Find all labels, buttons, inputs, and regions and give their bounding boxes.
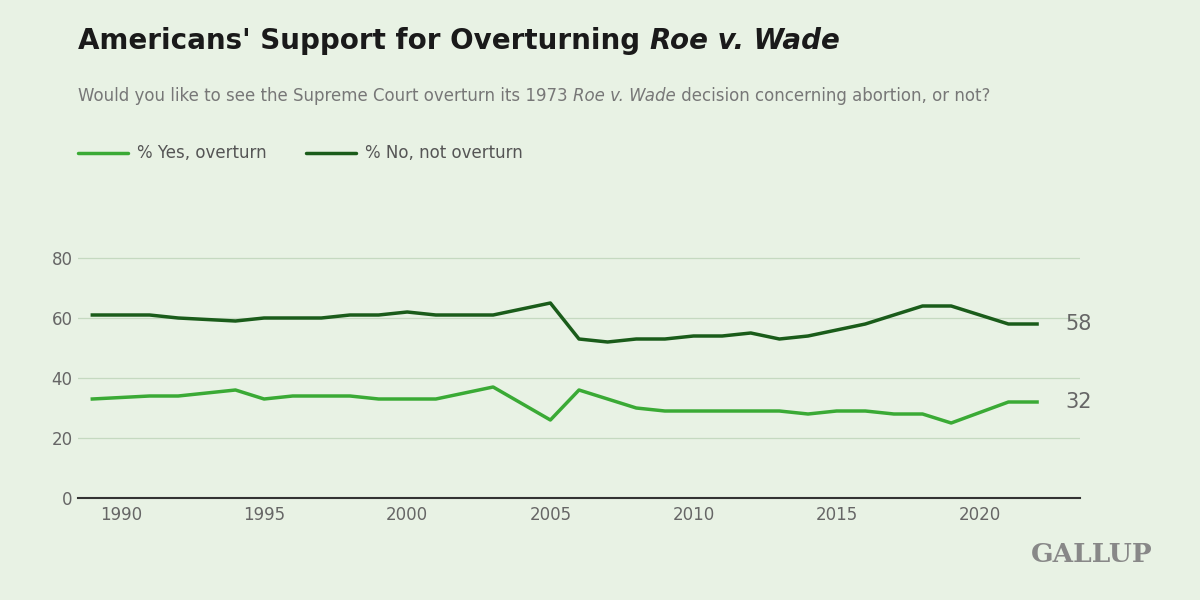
Text: Americans' Support for Overturning: Americans' Support for Overturning [78,27,649,55]
Text: GALLUP: GALLUP [1031,542,1152,567]
Text: % Yes, overturn: % Yes, overturn [137,144,266,162]
Text: % No, not overturn: % No, not overturn [365,144,522,162]
Text: 32: 32 [1066,392,1092,412]
Text: decision concerning abortion, or not?: decision concerning abortion, or not? [676,87,990,105]
Text: 58: 58 [1066,314,1092,334]
Text: Roe v. Wade: Roe v. Wade [572,87,676,105]
Text: Roe v. Wade: Roe v. Wade [649,27,840,55]
Text: Would you like to see the Supreme Court overturn its 1973: Would you like to see the Supreme Court … [78,87,572,105]
